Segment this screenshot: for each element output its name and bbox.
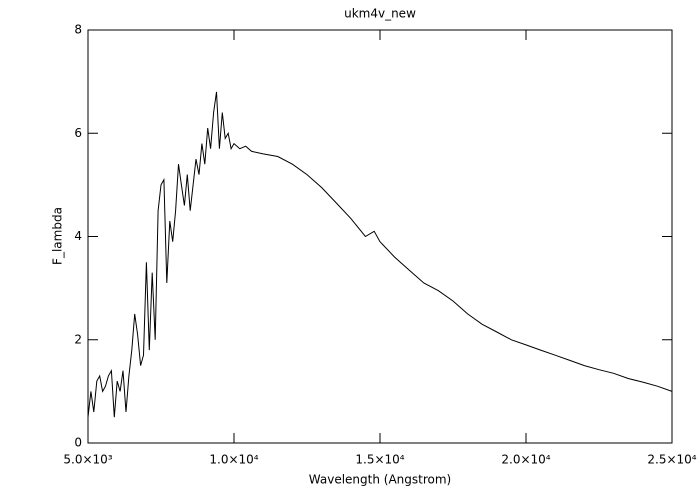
y-tick-label: 4 <box>74 229 82 243</box>
x-tick-label: 5.0×10³ <box>63 453 112 467</box>
x-tick-label: 1.0×10⁴ <box>209 453 258 467</box>
plot-frame <box>87 29 673 444</box>
x-tick-label: 2.0×10⁴ <box>501 453 550 467</box>
y-tick-label: 0 <box>74 436 82 450</box>
x-tick-label: 1.5×10⁴ <box>355 453 404 467</box>
x-axis-label: Wavelength (Angstrom) <box>309 473 451 487</box>
chart-title: ukm4v_new <box>344 7 416 21</box>
spectrum-line <box>87 91 673 418</box>
x-tick-label: 2.5×10⁴ <box>647 453 696 467</box>
y-tick-label: 6 <box>74 126 82 140</box>
y-tick-label: 2 <box>74 332 82 346</box>
y-axis-label: F_lambda <box>51 207 65 265</box>
y-tick-label: 8 <box>74 23 82 37</box>
